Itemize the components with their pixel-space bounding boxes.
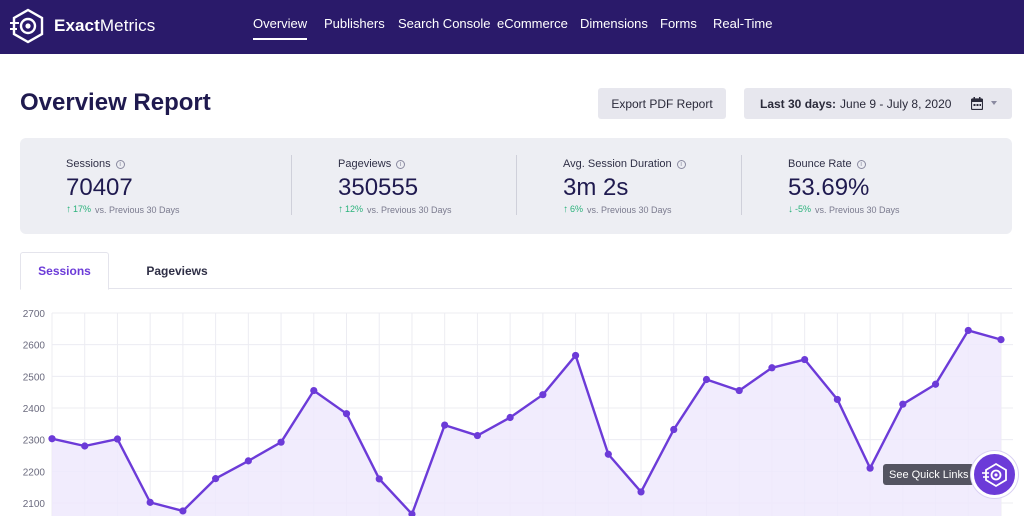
tab-pageviews[interactable]: Pageviews [146,263,208,278]
date-range-value: June 9 - July 8, 2020 [840,96,952,111]
y-tick-label: 2200 [23,467,46,478]
data-point [604,450,612,458]
data-point [801,355,809,364]
data-point [670,425,678,434]
arrow-up-icon: ↑ [66,204,71,215]
nav-forms[interactable]: Forms [660,16,697,31]
stat-label: Bounce Rate [788,158,852,170]
stat-divider [516,155,517,215]
stat-compare: vs. Previous 30 Days [367,204,452,215]
data-point [342,410,351,418]
data-point [146,498,154,506]
data-point [571,351,580,360]
stat-divider [741,155,742,215]
stat-label: Avg. Session Duration [563,158,672,170]
data-point [244,457,252,465]
stat-label: Sessions [66,158,111,170]
info-icon[interactable]: i [115,159,125,169]
y-tick-label: 2600 [23,341,46,352]
stat-value: 350555 [338,174,419,201]
quick-links-button[interactable] [971,451,1018,498]
info-icon[interactable]: i [676,159,686,169]
tab-sessions[interactable]: Sessions [20,252,109,290]
sessions-line [51,329,1002,516]
info-icon[interactable]: i [856,159,866,169]
info-icon[interactable]: i [396,159,406,169]
y-tick-label: 2300 [23,436,46,447]
stat-change-up: ↑ 12% [338,204,364,215]
nav-search-console[interactable]: Search Console [398,16,491,31]
y-tick-label: 2400 [23,404,46,415]
quick-links-tooltip: See Quick Links [883,464,975,485]
stat-change-down: ↓ -5% [788,204,812,215]
data-point [768,364,776,372]
stat-value: 70407 [66,174,133,201]
nav-publishers[interactable]: Publishers [324,16,385,31]
data-point [473,431,482,440]
arrow-down-icon: ↓ [788,204,793,215]
sessions-area [52,330,1001,516]
data-point [375,475,383,483]
brand-logo[interactable]: ExactMetrics [10,8,155,44]
data-point [866,464,874,472]
data-point [997,336,1005,344]
data-point [408,510,416,516]
nav-overview[interactable]: Overview [253,16,308,40]
arrow-up-icon: ↑ [563,204,568,215]
y-tick-label: 2100 [23,499,46,510]
calendar-icon [971,97,983,110]
data-point [277,438,285,446]
y-tick-label: 2500 [23,372,46,383]
date-range-picker[interactable]: Last 30 days: June 9 - July 8, 2020 [744,88,1012,119]
data-point [637,488,645,496]
data-point [735,386,743,395]
arrow-up-icon: ↑ [338,204,343,215]
stat-change-up: ↑ 6% [563,204,584,215]
exactmetrics-logo-icon [10,8,44,44]
data-point [81,442,89,450]
data-point [964,326,972,335]
stat-change-up: ↑ 17% [66,204,92,215]
stat-compare: vs. Previous 30 Days [815,204,900,215]
data-point [899,400,907,408]
data-point [113,435,122,443]
quick-links-logo-icon [981,462,1007,487]
chevron-down-icon [991,101,997,105]
stat-divider [291,155,292,215]
stats-panel: Sessions i 70407 ↑ 17% vs. Previous 30 Days… [20,138,1012,234]
date-range-prefix: Last 30 days: [760,96,837,111]
stat-compare: vs. Previous 30 Days [587,204,672,215]
nav-dimensions[interactable]: Dimensions [580,16,648,31]
stat-value: 53.69% [788,174,870,201]
data-point [833,395,841,404]
stat-label: Pageviews [338,158,392,170]
top-navigation-bar: ExactMetrics Overview Publishers Search … [0,0,1024,54]
data-point [310,386,318,395]
data-point [539,391,547,399]
data-point [212,475,220,483]
brand-name: ExactMetrics [54,16,156,35]
nav-ecommerce[interactable]: eCommerce [497,16,568,31]
sessions-chart: 2100 2200 2300 2400 2500 2600 2700 [23,309,1013,516]
nav-real-time[interactable]: Real-Time [713,16,773,31]
page-title: Overview Report [20,89,211,116]
chart-tabs: Sessions Pageviews [20,252,1012,290]
data-point [48,435,56,443]
stat-value: 3m 2s [563,174,629,201]
stat-compare: vs. Previous 30 Days [95,204,180,215]
data-point [506,413,514,422]
data-point [702,375,711,384]
data-point [179,507,187,515]
data-point [931,380,940,388]
export-pdf-button[interactable]: Export PDF Report [598,88,726,119]
y-tick-label: 2700 [23,309,46,320]
data-point [441,421,449,429]
